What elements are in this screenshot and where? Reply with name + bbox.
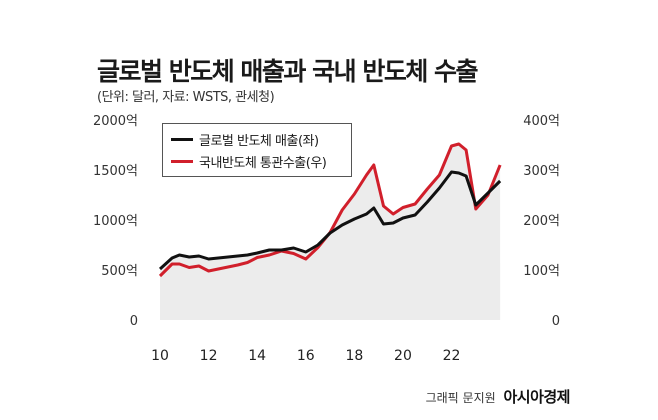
area-layer	[160, 144, 501, 320]
right-tick-label: 0	[552, 314, 560, 329]
line-layer	[158, 142, 502, 278]
legend-item-korea: 국내반도체 통관수출(우)	[171, 150, 343, 172]
x-tick-label: 22	[443, 348, 461, 364]
left-tick-label: 500억	[101, 264, 138, 279]
x-tick-label: 12	[200, 348, 218, 364]
right-axis-ticks: 0 100억 200억 300억 400억	[523, 114, 560, 329]
chart-legend: 글로벌 반도체 매출(좌) 국내반도체 통관수출(우)	[162, 123, 352, 177]
x-tick-label: 16	[297, 348, 315, 364]
x-tick-label: 14	[248, 348, 266, 364]
right-tick-label: 400억	[523, 114, 560, 129]
x-axis-ticks: 10 12 14 16 18 20 22	[151, 348, 460, 364]
legend-label-korea: 국내반도체 통관수출(우)	[199, 155, 327, 171]
x-tick-label: 18	[345, 348, 363, 364]
x-tick-label: 20	[394, 348, 412, 364]
credit: 그래픽 문지원 아시아경제	[425, 386, 571, 407]
chart-title: 글로벌 반도체 매출과 국내 반도체 수출	[97, 57, 479, 86]
right-tick-label: 200억	[523, 214, 560, 229]
series-line-global	[158, 170, 502, 271]
left-tick-label: 1500억	[93, 164, 138, 179]
legend-label-global: 글로벌 반도체 매출(좌)	[199, 133, 319, 149]
legend-swatch-global	[171, 137, 193, 141]
chart-subtitle: (단위: 달러, 자료: WSTS, 관세청)	[97, 90, 275, 105]
legend-item-global: 글로벌 반도체 매출(좌)	[171, 128, 343, 150]
right-tick-label: 100억	[523, 264, 560, 279]
left-tick-label: 0	[130, 314, 138, 329]
credit-brand: 아시아경제	[503, 388, 570, 406]
legend-swatch-korea	[171, 159, 193, 163]
left-tick-label: 1000억	[93, 214, 138, 229]
area-fill	[160, 144, 501, 320]
x-tick-label: 10	[151, 348, 169, 364]
left-tick-label: 2000억	[93, 114, 138, 129]
credit-author: 그래픽 문지원	[425, 391, 496, 405]
right-tick-label: 300억	[523, 164, 560, 179]
left-axis-ticks: 0 500억 1000억 1500억 2000억	[93, 114, 138, 329]
